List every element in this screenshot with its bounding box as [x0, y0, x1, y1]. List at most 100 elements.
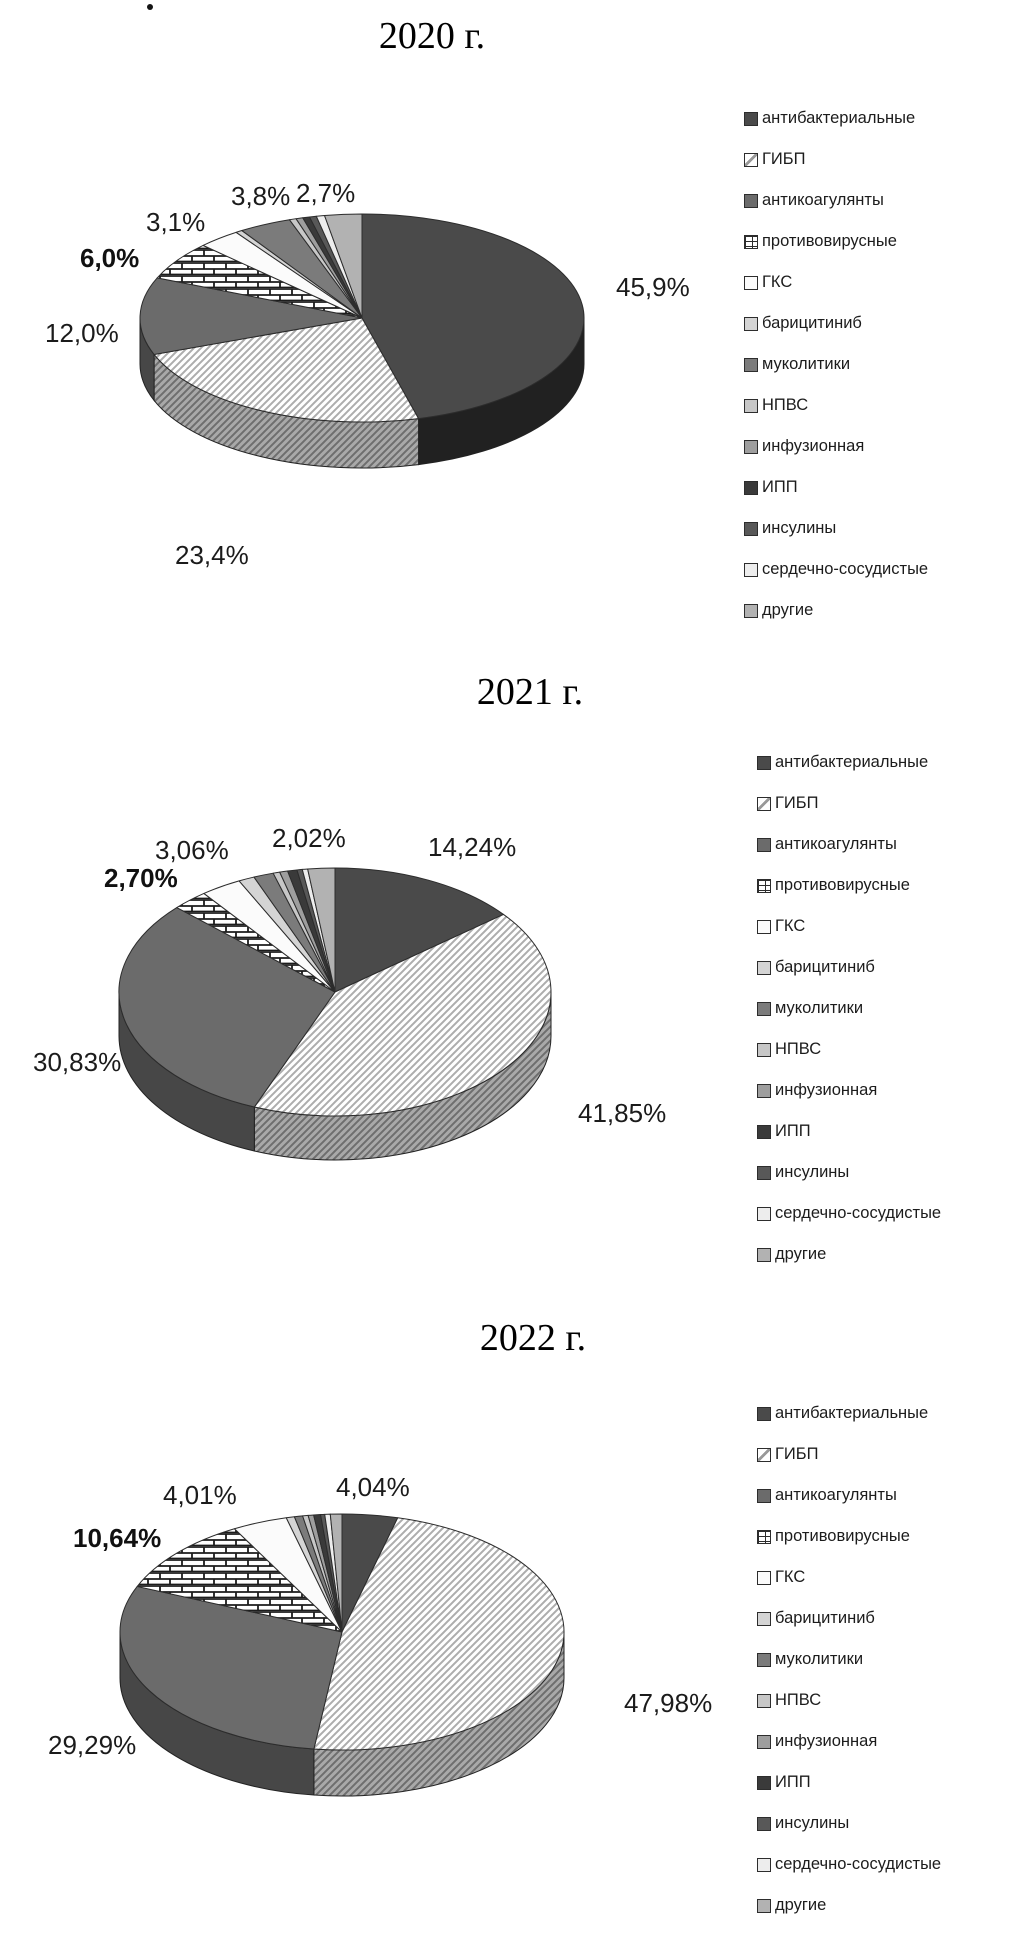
pct-2020-protivovirusnye: 6,0% [80, 243, 140, 273]
legend-label-mukolitiki: муколитики [775, 999, 864, 1017]
pct-2020-antibakterialnye: 45,9% [616, 272, 690, 302]
legend-swatch-mukolitiki [757, 1652, 771, 1667]
legend-item-baricitinib: барицитиниб [744, 303, 928, 344]
legend-item-gks: ГКС [744, 262, 928, 303]
legend-item-protivovirusnye: противовирусные [757, 1516, 941, 1557]
legend-label-protivovirusnye: противовирусные [775, 1527, 910, 1545]
legend-label-antikoagulyanty: антикоагулянты [762, 191, 884, 209]
legend-label-baricitinib: барицитиниб [762, 314, 862, 332]
pct-2021-antibakterialnye: 14,24% [428, 832, 517, 862]
legend-label-baricitinib: барицитиниб [775, 958, 875, 976]
legend-label-npvs: НПВС [775, 1691, 822, 1709]
legend-swatch-infuzionnaya [757, 1734, 771, 1749]
pie-chart-2021 [118, 867, 552, 1161]
legend-label-gibp: ГИБП [762, 150, 806, 168]
legend-label-mukolitiki: муколитики [762, 355, 851, 373]
legend-label-drugie: другие [762, 601, 814, 619]
legend-swatch-antikoagulyanty [757, 837, 771, 852]
legend-item-infuzionnaya: инфузионная [757, 1070, 941, 1111]
chart-title-2022: 2022 г. [479, 1317, 587, 1359]
legend-label-insuliny: инсулины [775, 1163, 850, 1181]
pct-2020-drugie: 2,7% [296, 178, 356, 208]
legend-item-protivovirusnye: противовирусные [757, 865, 941, 906]
legend-swatch-infuzionnaya [744, 439, 758, 454]
pie-chart-2022 [119, 1513, 565, 1797]
legend-label-serdechno-sosudistye: сердечно-сосудистые [762, 560, 929, 578]
legend-label-npvs: НПВС [775, 1040, 822, 1058]
legend-swatch-gks [757, 919, 771, 934]
pct-2021-gks: 3,06% [155, 835, 229, 865]
pct-2020-antikoagulyanty: 12,0% [45, 318, 119, 348]
pct-2020-gks: 3,1% [146, 207, 206, 237]
legend-swatch-gibp [757, 796, 771, 811]
legend-label-serdechno-sosudistye: сердечно-сосудистые [775, 1855, 942, 1873]
pct-2020-mukolitiki: 3,8% [231, 181, 291, 211]
legend-swatch-serdechno-sosudistye [757, 1206, 771, 1221]
legend-item-gibp: ГИБП [757, 783, 941, 824]
legend-swatch-antikoagulyanty [757, 1488, 771, 1503]
legend-swatch-ipp [757, 1775, 771, 1790]
legend-item-drugie: другие [757, 1885, 941, 1926]
legend-swatch-drugie [757, 1898, 771, 1913]
legend-item-gibp: ГИБП [757, 1434, 941, 1475]
legend-item-serdechno-sosudistye: сердечно-сосудистые [757, 1844, 941, 1885]
legend-item-insuliny: инсулины [757, 1803, 941, 1844]
legend-label-gks: ГКС [762, 273, 793, 291]
pct-2022-antibakterialnye: 4,04% [336, 1472, 410, 1502]
chart-title-2021: 2021 г. [476, 671, 584, 713]
legend-swatch-infuzionnaya [757, 1083, 771, 1098]
legend-swatch-antikoagulyanty [744, 193, 758, 208]
legend-swatch-antibakterialnye [757, 755, 771, 770]
legend-label-infuzionnaya: инфузионная [775, 1732, 878, 1750]
legend-item-antikoagulyanty: антикоагулянты [757, 824, 941, 865]
legend-label-gks: ГКС [775, 1568, 806, 1586]
legend-label-protivovirusnye: противовирусные [775, 876, 910, 894]
legend-label-drugie: другие [775, 1896, 827, 1914]
legend-item-ipp: ИПП [757, 1111, 941, 1152]
legend-item-antibakterialnye: антибактериальные [744, 98, 928, 139]
legend-label-antibakterialnye: антибактериальные [762, 109, 916, 127]
legend-item-gks: ГКС [757, 906, 941, 947]
legend-label-serdechno-sosudistye: сердечно-сосудистые [775, 1204, 942, 1222]
legend-item-protivovirusnye: противовирусные [744, 221, 928, 262]
legend-swatch-antibakterialnye [757, 1406, 771, 1421]
legend-item-drugie: другие [757, 1234, 941, 1275]
legend-label-insuliny: инсулины [775, 1814, 850, 1832]
pct-2021-antikoagulyanty: 30,83% [33, 1047, 122, 1077]
pct-2022-antikoagulyanty: 29,29% [48, 1730, 137, 1760]
legend-swatch-drugie [757, 1247, 771, 1262]
legend-swatch-gks [757, 1570, 771, 1585]
legend-swatch-insuliny [757, 1165, 771, 1180]
legend-swatch-npvs [757, 1693, 771, 1708]
legend-label-antibakterialnye: антибактериальные [775, 753, 929, 771]
pct-2022-gks: 4,01% [163, 1480, 237, 1510]
legend-swatch-serdechno-sosudistye [757, 1857, 771, 1872]
legend-label-mukolitiki: муколитики [775, 1650, 864, 1668]
legend-swatch-gibp [757, 1447, 771, 1462]
legend-swatch-protivovirusnye [757, 878, 771, 893]
legend-2022: антибактериальные ГИБП антикоагулянты проти… [757, 1393, 941, 1926]
legend-label-insuliny: инсулины [762, 519, 837, 537]
legend-swatch-antibakterialnye [744, 111, 758, 126]
legend-swatch-protivovirusnye [744, 234, 758, 249]
legend-item-gibp: ГИБП [744, 139, 928, 180]
legend-label-gibp: ГИБП [775, 1445, 819, 1463]
legend-swatch-baricitinib [757, 1611, 771, 1626]
legend-2021: антибактериальные ГИБП антикоагулянты проти… [757, 742, 941, 1275]
legend-item-mukolitiki: муколитики [757, 988, 941, 1029]
pct-2022-protivovirusnye: 10,64% [73, 1523, 162, 1553]
stray-dot [147, 4, 153, 10]
pct-2022-gibp: 47,98% [624, 1688, 713, 1718]
legend-label-antikoagulyanty: антикоагулянты [775, 835, 897, 853]
legend-swatch-mukolitiki [744, 357, 758, 372]
pie-chart-2020 [139, 213, 585, 469]
legend-label-ipp: ИПП [775, 1773, 811, 1791]
legend-swatch-serdechno-sosudistye [744, 562, 758, 577]
legend-item-antibakterialnye: антибактериальные [757, 742, 941, 783]
legend-item-npvs: НПВС [744, 385, 928, 426]
legend-item-ipp: ИПП [744, 467, 928, 508]
pct-2020-gibp: 23,4% [175, 540, 249, 570]
legend-label-protivovirusnye: противовирусные [762, 232, 897, 250]
legend-item-insuliny: инсулины [757, 1152, 941, 1193]
legend-swatch-ipp [744, 480, 758, 495]
